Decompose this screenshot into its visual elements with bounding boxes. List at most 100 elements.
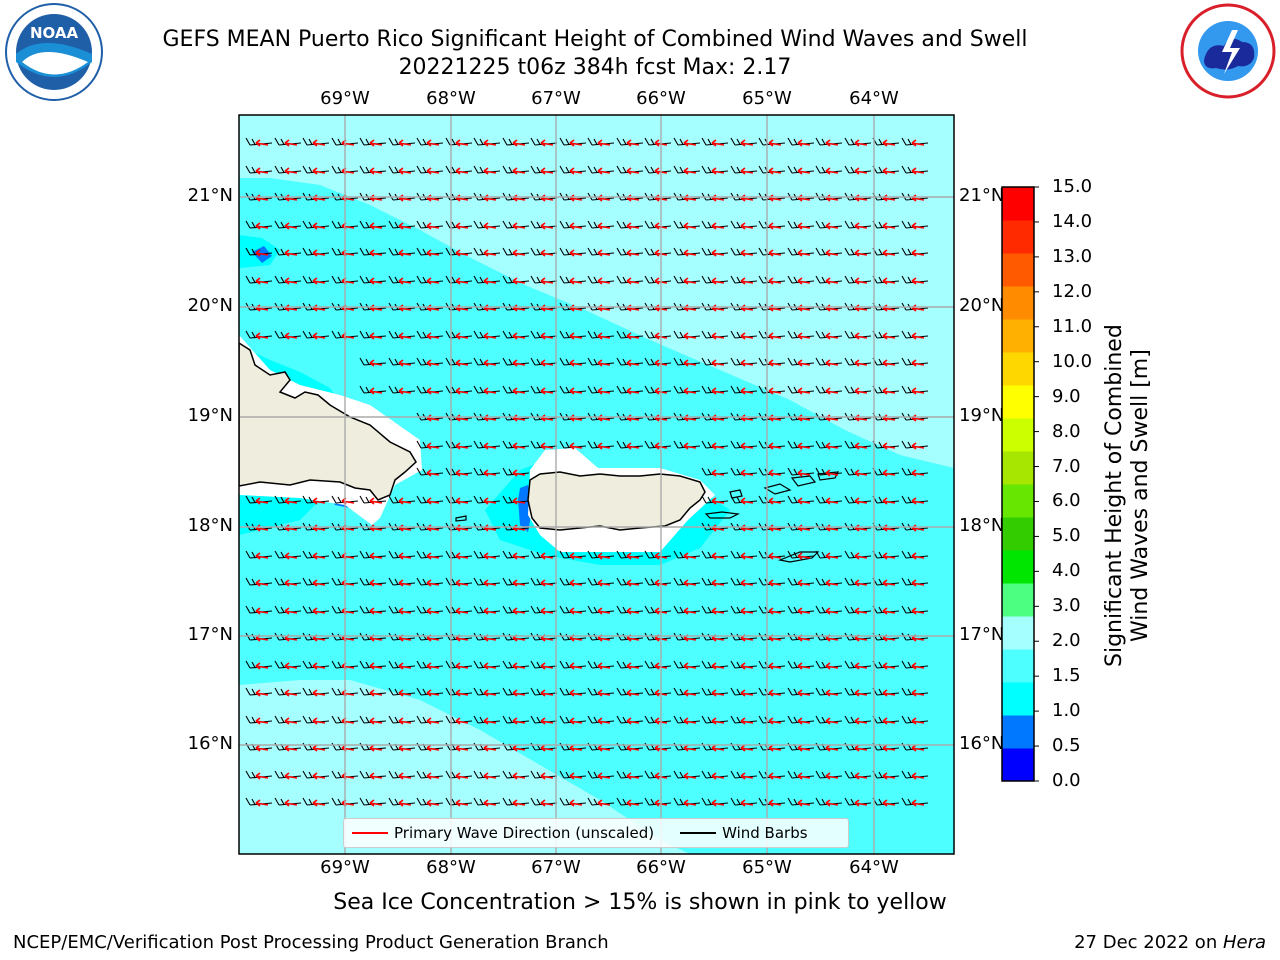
wave-direction-arrow xyxy=(626,167,640,175)
wave-direction-arrow xyxy=(683,249,697,257)
wave-direction-arrow xyxy=(825,497,839,505)
wave-direction-arrow xyxy=(284,689,298,697)
wave-direction-arrow xyxy=(284,552,298,560)
wave-direction-arrow xyxy=(797,277,811,285)
wave-direction-arrow xyxy=(540,689,554,697)
colorbar-tick-label: 9.0 xyxy=(1052,385,1081,407)
wave-direction-arrow xyxy=(569,689,583,697)
wave-direction-arrow xyxy=(284,607,298,615)
wave-direction-arrow xyxy=(569,222,583,230)
wave-direction-arrow xyxy=(255,167,269,175)
wave-direction-arrow xyxy=(768,497,782,505)
wave-direction-arrow xyxy=(369,277,383,285)
wave-direction-arrow xyxy=(455,772,469,780)
wave-direction-arrow xyxy=(369,799,383,807)
footer-machine: Hera xyxy=(1222,932,1266,953)
colorbar-segment xyxy=(1002,649,1034,683)
wave-direction-arrow xyxy=(911,689,925,697)
vieques-island xyxy=(704,511,741,519)
wave-direction-arrow xyxy=(911,332,925,340)
wave-direction-arrow xyxy=(911,579,925,587)
wave-direction-arrow xyxy=(797,139,811,147)
wave-band-high-ne xyxy=(239,115,954,468)
wave-direction-arrow xyxy=(483,497,497,505)
wave-direction-arrow xyxy=(540,772,554,780)
wave-direction-arrow xyxy=(825,772,839,780)
virgin-islands xyxy=(763,471,840,495)
wave-direction-arrow xyxy=(740,277,754,285)
wave-direction-arrow xyxy=(711,552,725,560)
wave-direction-arrow xyxy=(369,607,383,615)
wave-direction-arrow xyxy=(284,579,298,587)
wave-direction-arrow xyxy=(426,167,440,175)
wave-direction-arrow xyxy=(711,579,725,587)
wave-direction-arrow xyxy=(312,772,326,780)
wave-direction-arrow xyxy=(455,139,469,147)
wave-direction-arrow xyxy=(398,359,412,367)
colorbar-tick-label: 5.0 xyxy=(1052,525,1081,547)
wave-direction-arrow xyxy=(711,497,725,505)
wave-direction-arrow xyxy=(626,717,640,725)
wave-direction-arrow xyxy=(597,717,611,725)
wave-direction-arrow xyxy=(455,359,469,367)
wave-direction-arrow xyxy=(911,662,925,670)
chart-title: GEFS MEAN Puerto Rico Significant Height… xyxy=(162,27,1028,52)
wave-direction-arrow xyxy=(369,359,383,367)
wave-direction-arrow xyxy=(626,552,640,560)
wave-direction-arrow xyxy=(768,717,782,725)
colorbar-segment xyxy=(1002,682,1034,716)
colorbar-tick-label: 12.0 xyxy=(1052,280,1093,302)
wave-direction-arrow xyxy=(597,772,611,780)
wave-direction-arrow xyxy=(455,607,469,615)
wave-direction-arrow xyxy=(398,662,412,670)
wave-direction-arrow xyxy=(683,552,697,560)
wave-direction-arrow xyxy=(455,277,469,285)
wave-direction-arrow xyxy=(797,689,811,697)
wave-direction-arrow xyxy=(683,442,697,450)
wave-direction-arrow xyxy=(426,552,440,560)
colorbar-segment xyxy=(1002,550,1034,584)
wave-direction-arrow xyxy=(740,359,754,367)
wave-direction-arrow xyxy=(455,552,469,560)
wave-direction-arrow xyxy=(398,387,412,395)
colorbar-segment xyxy=(1002,418,1034,452)
wave-direction-arrow xyxy=(683,167,697,175)
wave-direction-arrow xyxy=(540,799,554,807)
wave-direction-arrow xyxy=(911,387,925,395)
wave-direction-arrow xyxy=(512,359,526,367)
legend-label-wind-barbs: Wind Barbs xyxy=(722,824,808,842)
colorbar-tick-label: 6.0 xyxy=(1052,490,1081,512)
wave-direction-arrow xyxy=(768,442,782,450)
wave-direction-arrow xyxy=(597,689,611,697)
colorbar-tick-label: 0.5 xyxy=(1052,735,1081,757)
wave-direction-arrow xyxy=(312,717,326,725)
wave-direction-arrow xyxy=(455,579,469,587)
wave-direction-arrow xyxy=(825,607,839,615)
wave-direction-arrow xyxy=(312,799,326,807)
wave-direction-arrow xyxy=(825,662,839,670)
wave-direction-arrow xyxy=(825,222,839,230)
wave-direction-arrow xyxy=(797,497,811,505)
wave-direction-arrow xyxy=(512,579,526,587)
wave-direction-arrow xyxy=(398,772,412,780)
colorbar-segment xyxy=(1002,583,1034,617)
wave-direction-arrow xyxy=(626,662,640,670)
wave-direction-arrow xyxy=(882,607,896,615)
wave-direction-arrow xyxy=(711,332,725,340)
lat-label-left: 16°N xyxy=(187,733,233,754)
wave-direction-arrow xyxy=(540,442,554,450)
wave-direction-arrow xyxy=(711,717,725,725)
colorbar xyxy=(1001,186,1039,782)
wave-direction-arrow xyxy=(854,442,868,450)
wave-direction-arrow xyxy=(626,772,640,780)
wave-direction-arrow xyxy=(911,552,925,560)
wave-direction-arrow xyxy=(255,799,269,807)
wave-direction-arrow xyxy=(540,139,554,147)
wave-direction-arrow xyxy=(683,607,697,615)
wave-direction-arrow xyxy=(683,689,697,697)
wave-direction-arrow xyxy=(455,222,469,230)
wave-direction-arrow xyxy=(569,552,583,560)
lat-label-right: 18°N xyxy=(959,515,1005,536)
wave-direction-arrow xyxy=(284,277,298,285)
wave-direction-arrow xyxy=(369,772,383,780)
